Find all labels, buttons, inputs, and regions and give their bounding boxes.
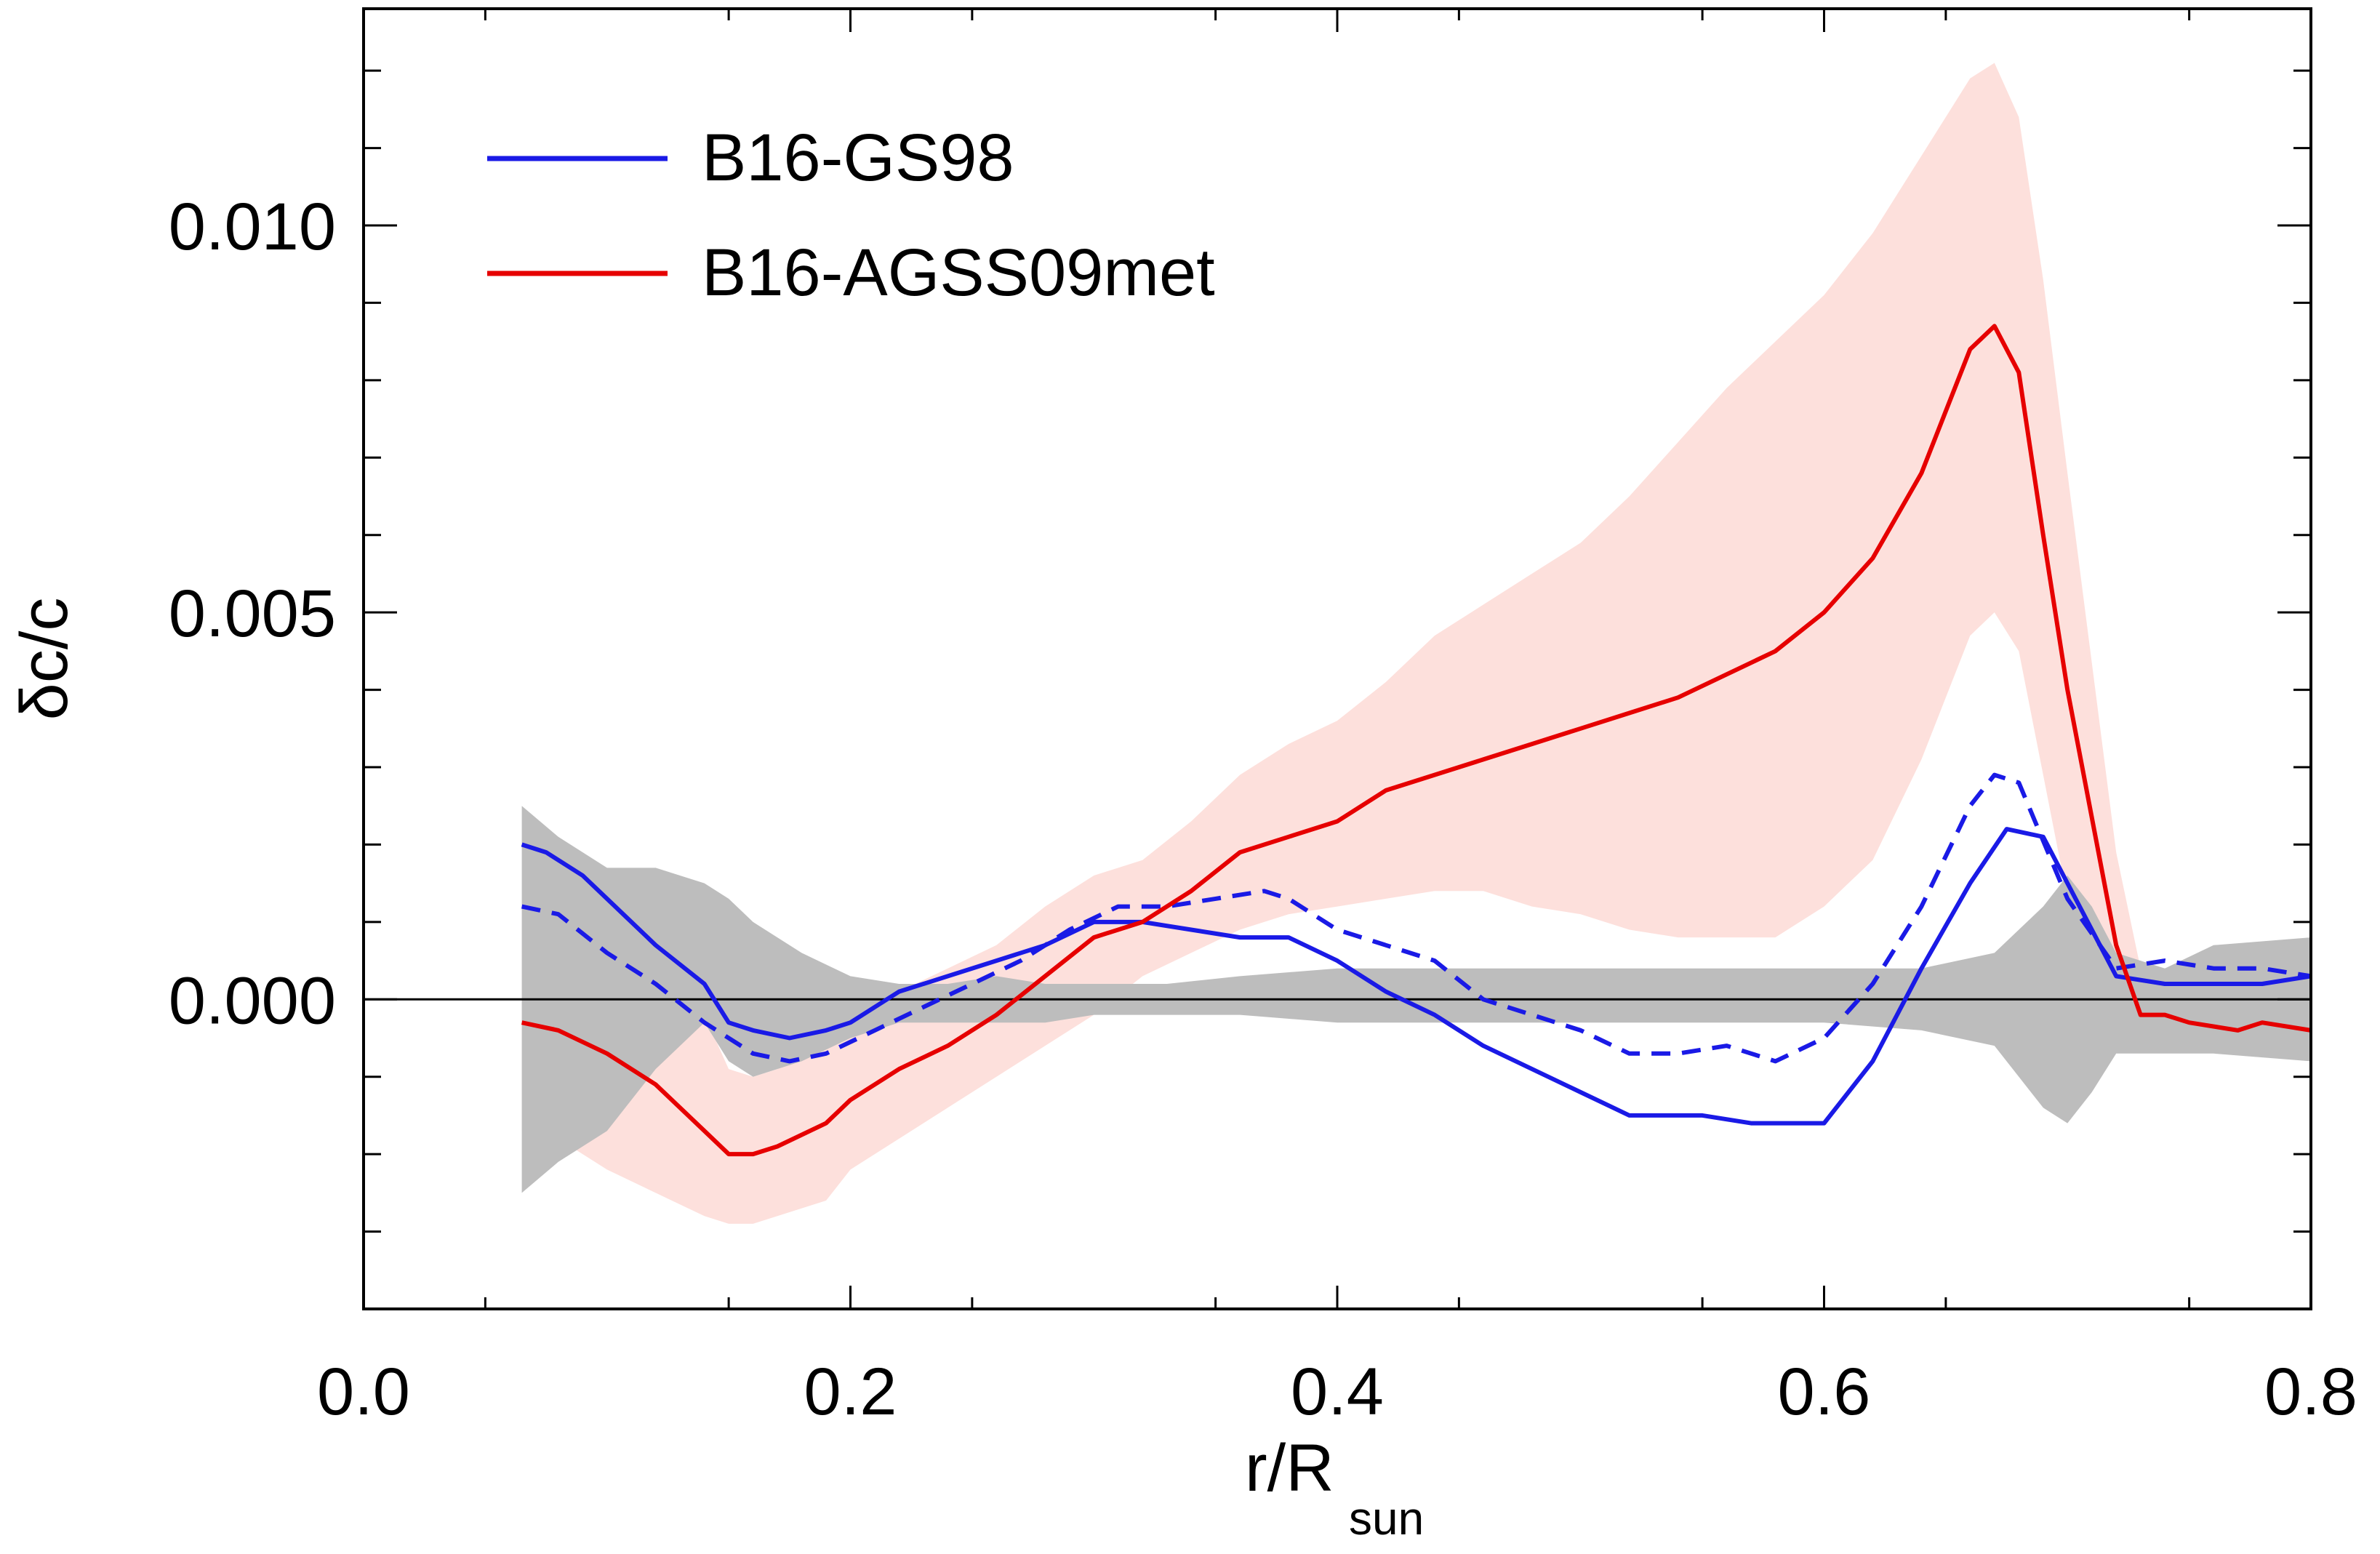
y-tick-label: 0.005 — [169, 577, 336, 651]
y-axis-label: δc/c — [7, 598, 81, 721]
y-tick-label: 0.000 — [169, 964, 336, 1038]
legend: B16-GS98 B16-AGSS09met — [487, 121, 1215, 310]
series-layer — [521, 324, 2311, 1157]
series-line-2 — [521, 324, 2311, 1157]
x-tick-label: 0.8 — [2264, 1355, 2357, 1429]
y-tick-label: 0.010 — [169, 190, 336, 264]
x-axis-label-main: r/R — [1245, 1431, 1334, 1505]
band-0 — [521, 63, 2311, 1224]
x-tick-label: 0.0 — [317, 1355, 410, 1429]
x-tick-label: 0.2 — [804, 1355, 897, 1429]
x-axis-label: r/R sun — [1245, 1431, 1424, 1545]
legend-label-agss: B16-AGSS09met — [702, 236, 1215, 310]
x-tick-label: 0.4 — [1291, 1355, 1384, 1429]
series-line-0 — [521, 827, 2311, 1126]
x-axis-label-subscript: sun — [1349, 1492, 1424, 1545]
legend-label-gs98: B16-GS98 — [702, 121, 1014, 195]
x-tick-label: 0.6 — [1778, 1355, 1871, 1429]
tick-layer: 0.0 0.2 0.4 0.6 0.8 0.000 0.005 0.010 — [169, 9, 2357, 1429]
series-line-1 — [521, 772, 2311, 1064]
